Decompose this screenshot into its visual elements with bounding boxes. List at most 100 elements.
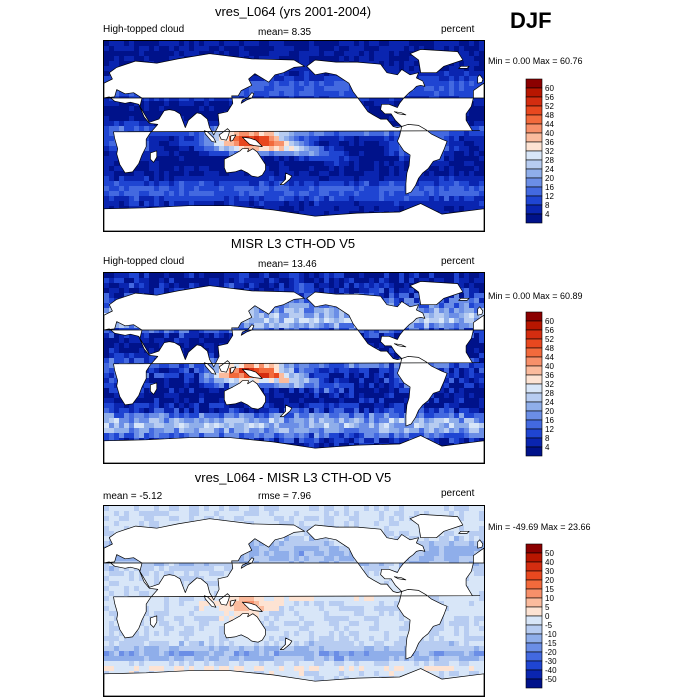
colorbar-swatch	[525, 543, 543, 554]
colorbar-tick-label: 28	[545, 156, 554, 165]
colorbar-swatch	[525, 168, 543, 179]
colorbar-swatch	[525, 392, 543, 403]
variable-label: High-topped cloud	[103, 256, 185, 267]
colorbar-swatch	[525, 213, 543, 224]
colorbar-swatch	[525, 87, 543, 98]
world-map	[103, 505, 485, 697]
colorbar-swatch	[525, 329, 543, 340]
colorbar: 60 56 52 48 44 40 36 32 28 24 20 16 12 8 4	[525, 78, 585, 226]
colorbar-tick-label: 15	[545, 585, 554, 594]
mean-label: mean= 13.46	[258, 259, 317, 270]
colorbar-tick-label: 0	[545, 612, 550, 621]
rmse-label: rmse = 7.96	[258, 491, 312, 502]
colorbar: 60 56 52 48 44 40 36 32 28 24 20 16 12 8 4	[525, 311, 585, 459]
colorbar-swatch	[525, 570, 543, 581]
colorbar-swatch	[525, 141, 543, 152]
colorbar-tick-label: 60	[545, 317, 554, 326]
colorbar-tick-label: 52	[545, 102, 554, 111]
colorbar-swatch	[525, 428, 543, 439]
colorbar-swatch	[525, 606, 543, 617]
colorbar-swatch	[525, 624, 543, 635]
colorbar-swatch	[525, 374, 543, 385]
colorbar-swatch	[525, 437, 543, 448]
colorbar-swatch	[525, 338, 543, 349]
world-map	[103, 40, 485, 232]
colorbar-tick-label: 16	[545, 416, 554, 425]
colorbar-swatch	[525, 105, 543, 116]
colorbar-swatch	[525, 642, 543, 653]
colorbar-tick-label: 40	[545, 558, 554, 567]
world-map	[103, 272, 485, 464]
colorbar-tick-label: 52	[545, 335, 554, 344]
panel-title: vres_L064 (yrs 2001-2004)	[214, 4, 372, 19]
mean-label: mean= 8.35	[258, 27, 312, 38]
colorbar-tick-label: 44	[545, 120, 554, 129]
colorbar-tick-label: 24	[545, 398, 554, 407]
continent-outlines	[104, 281, 484, 463]
colorbar-tick-label: 10	[545, 594, 554, 603]
colorbar-swatch	[525, 177, 543, 188]
colorbar-tick-label: 4	[545, 443, 550, 452]
colorbar-swatch	[525, 633, 543, 644]
colorbar-swatch	[525, 365, 543, 376]
colorbar-tick-label: 48	[545, 344, 554, 353]
colorbar-tick-label: 44	[545, 353, 554, 362]
colorbar-swatch	[525, 615, 543, 626]
colorbar-tick-label: -5	[545, 621, 553, 630]
colorbar-tick-label: 20	[545, 576, 554, 585]
colorbar-tick-label: 36	[545, 138, 554, 147]
colorbar-tick-label: 36	[545, 371, 554, 380]
units-label: percent	[441, 488, 475, 499]
colorbar-swatch	[525, 419, 543, 430]
colorbar-tick-label: 56	[545, 326, 554, 335]
colorbar-tick-label: 20	[545, 174, 554, 183]
panel-title: MISR L3 CTH-OD V5	[230, 236, 356, 251]
min-max-stats: Min = 0.00 Max = 60.76	[488, 56, 583, 66]
colorbar-swatch	[525, 597, 543, 608]
colorbar-swatch	[525, 678, 543, 689]
units-label: percent	[441, 24, 475, 35]
colorbar-tick-label: -20	[545, 648, 557, 657]
colorbar-tick-label: 40	[545, 362, 554, 371]
colorbar-swatch	[525, 383, 543, 394]
colorbar-tick-label: 12	[545, 425, 554, 434]
season-label: DJF	[510, 8, 552, 33]
colorbar-swatch	[525, 410, 543, 421]
min-max-stats: Min = 0.00 Max = 60.89	[488, 291, 583, 301]
colorbar-swatch	[525, 347, 543, 358]
continent-outlines	[104, 514, 484, 696]
colorbar-tick-label: 56	[545, 93, 554, 102]
colorbar-swatch	[525, 195, 543, 206]
colorbar-tick-label: 30	[545, 567, 554, 576]
colorbar-swatch	[525, 660, 543, 671]
colorbar-tick-label: 28	[545, 389, 554, 398]
colorbar-tick-label: -40	[545, 666, 557, 675]
colorbar-swatch	[525, 186, 543, 197]
colorbar-tick-label: 24	[545, 165, 554, 174]
colorbar: 50 40 30 20 15 10 5 0 -5 -10 -15 -20 -30 -40 -50	[525, 543, 585, 693]
colorbar-swatch	[525, 123, 543, 134]
colorbar-swatch	[525, 311, 543, 322]
colorbar-swatch	[525, 651, 543, 662]
colorbar-tick-label: 40	[545, 129, 554, 138]
colorbar-swatch	[525, 588, 543, 599]
colorbar-swatch	[525, 579, 543, 590]
colorbar-swatch	[525, 356, 543, 367]
colorbar-tick-label: 12	[545, 192, 554, 201]
colorbar-swatch	[525, 446, 543, 457]
colorbar-tick-label: 4	[545, 210, 550, 219]
colorbar-tick-label: -30	[545, 657, 557, 666]
colorbar-tick-label: 32	[545, 380, 554, 389]
colorbar-swatch	[525, 204, 543, 215]
colorbar-swatch	[525, 320, 543, 331]
mean-label: mean = -5.12	[103, 491, 163, 502]
colorbar-tick-label: 48	[545, 111, 554, 120]
colorbar-tick-label: 8	[545, 434, 550, 443]
colorbar-swatch	[525, 159, 543, 170]
min-max-stats: Min = -49.69 Max = 23.66	[488, 522, 591, 532]
colorbar-tick-label: -15	[545, 639, 557, 648]
colorbar-tick-label: 8	[545, 201, 550, 210]
colorbar-tick-label: 16	[545, 183, 554, 192]
colorbar-swatch	[525, 150, 543, 161]
colorbar-tick-label: -50	[545, 675, 557, 684]
